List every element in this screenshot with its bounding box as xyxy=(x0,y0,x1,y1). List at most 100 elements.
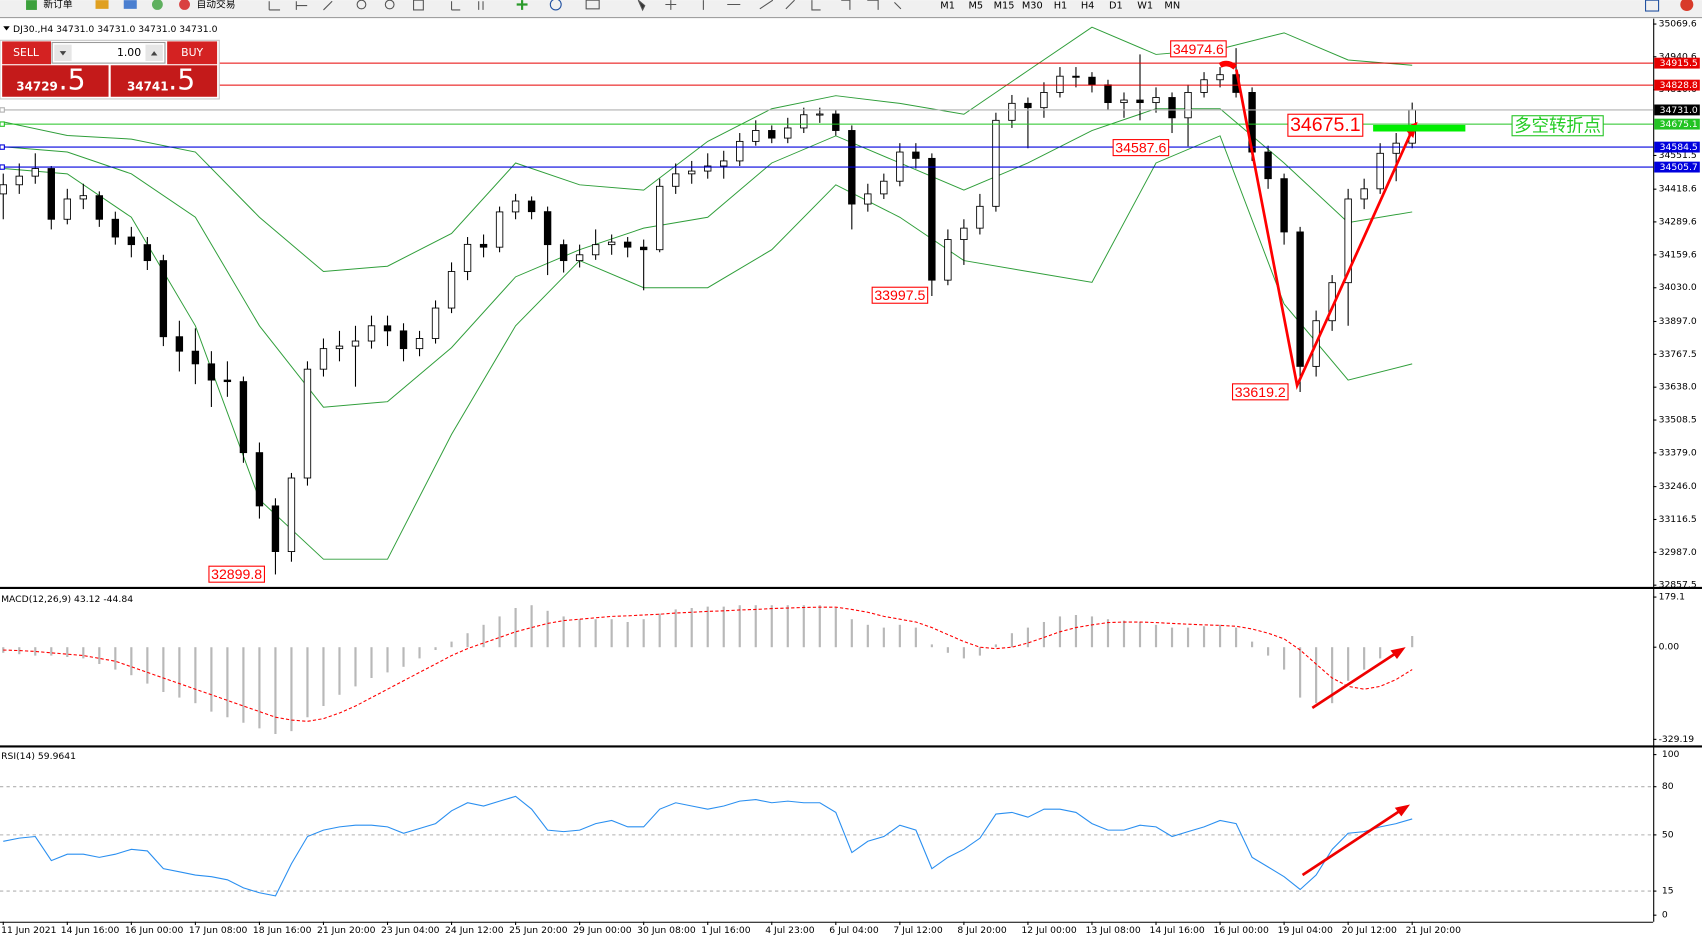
y-tick-label: 33379.0 xyxy=(1659,447,1697,458)
candle-body xyxy=(1392,142,1400,154)
candle-body xyxy=(15,175,23,186)
toolbar-icon[interactable] xyxy=(151,0,163,10)
candle-body xyxy=(159,260,168,338)
candle-body xyxy=(175,336,184,352)
timeframe-button[interactable]: D1 xyxy=(1109,1,1123,12)
candle-body xyxy=(1040,92,1048,109)
candle-body xyxy=(335,345,344,350)
candle-body xyxy=(31,168,39,177)
y-tick-label: 33638.0 xyxy=(1659,382,1697,393)
candle-body xyxy=(1168,97,1176,119)
candle-body xyxy=(1056,75,1064,93)
toolbar-icon[interactable] xyxy=(123,0,137,9)
sell-label[interactable]: SELL xyxy=(13,46,39,59)
bid-price[interactable]: 34729 xyxy=(16,80,58,94)
candle-body xyxy=(1104,84,1112,104)
annotation-box xyxy=(1170,40,1227,58)
price-tag xyxy=(1654,57,1700,69)
price-tag xyxy=(1654,141,1700,153)
y-tick-label: 50 xyxy=(1662,829,1674,840)
tool-icon[interactable] xyxy=(451,1,461,11)
ask-price-pips[interactable]: .5 xyxy=(168,64,195,97)
price-tag-label: 34731.0 xyxy=(1660,105,1698,116)
macd-arrow-head xyxy=(1390,647,1406,660)
timeframe-button[interactable]: M15 xyxy=(994,1,1015,12)
bid-box[interactable] xyxy=(2,65,109,97)
tool-icon[interactable] xyxy=(323,0,333,11)
template-icon[interactable] xyxy=(585,0,600,10)
buy-label[interactable]: BUY xyxy=(181,46,203,59)
cursor-icon[interactable] xyxy=(637,0,646,12)
price-tag-label: 34828.8 xyxy=(1660,80,1698,91)
search-icon[interactable] xyxy=(1645,0,1660,12)
candle-body xyxy=(399,330,408,350)
drawing-tools[interactable] xyxy=(785,0,902,11)
y-tick-label: 35069.6 xyxy=(1659,19,1697,30)
timeframe-button[interactable]: M5 xyxy=(969,1,984,12)
timeframe-button[interactable]: H4 xyxy=(1081,1,1095,12)
bollinger-lower xyxy=(3,135,1413,560)
annotation-box xyxy=(1231,383,1289,401)
bollinger-middle xyxy=(3,108,1413,408)
y-tick-label: 34289.6 xyxy=(1659,216,1697,227)
candle-body xyxy=(591,244,600,256)
ask-box[interactable] xyxy=(110,65,218,97)
candle-body xyxy=(1088,76,1096,86)
x-tick-label: 20 Jul 12:00 xyxy=(1342,925,1397,936)
candle-body xyxy=(1184,92,1192,119)
timeframe-button[interactable]: H1 xyxy=(1054,1,1068,12)
annotation: 多空转折点 xyxy=(1514,116,1601,136)
auto-trade-icon[interactable] xyxy=(179,0,190,10)
bid-price-pips[interactable]: .5 xyxy=(59,64,86,97)
ask-price[interactable]: 34741 xyxy=(127,80,169,94)
plot-layer: 35069.634940.634810.634551.534418.634289… xyxy=(0,19,1700,936)
timeframe-button[interactable]: M1 xyxy=(940,1,955,12)
tool-icon[interactable] xyxy=(478,1,484,10)
candle-body xyxy=(239,381,248,454)
price-level-handle xyxy=(0,164,5,170)
candle-body xyxy=(143,244,152,262)
annotation: 33619.2 xyxy=(1235,384,1286,400)
candle-body xyxy=(639,246,648,251)
lots-input[interactable] xyxy=(51,41,166,64)
x-tick-label: 11 Jun 2021 xyxy=(1,925,57,936)
candle-body xyxy=(832,113,840,131)
crosshair-icon[interactable] xyxy=(665,0,677,10)
price-tag-label: 34505.7 xyxy=(1660,162,1698,173)
x-tick-label: 14 Jul 16:00 xyxy=(1150,925,1205,936)
zoom-in-icon[interactable] xyxy=(356,0,367,10)
alert-icon[interactable] xyxy=(1680,0,1694,12)
add-indicator-icon[interactable] xyxy=(516,0,528,10)
y-tick-label: 34030.0 xyxy=(1659,282,1697,293)
zoom-out-icon[interactable] xyxy=(384,0,395,10)
toolbar-icon[interactable] xyxy=(95,0,109,9)
price-level-handle xyxy=(0,121,5,127)
lots-up-arrow xyxy=(150,51,158,56)
y-tick-label: 34940.6 xyxy=(1659,51,1697,62)
price-tag-label: 34584.5 xyxy=(1660,142,1698,153)
timeframe-button[interactable]: M30 xyxy=(1022,1,1043,12)
x-tick-label: 23 Jun 04:00 xyxy=(381,925,440,936)
timeframe-button[interactable]: W1 xyxy=(1137,1,1153,12)
timeframe-button[interactable]: MN xyxy=(1164,1,1180,12)
line-tools[interactable] xyxy=(702,0,774,10)
candle-body xyxy=(912,151,920,159)
y-tick-label: 32987.0 xyxy=(1659,547,1697,558)
new-order-button[interactable]: 新订单 xyxy=(43,0,72,11)
y-tick-label: 15 xyxy=(1662,886,1674,897)
y-tick-label: 33246.0 xyxy=(1659,481,1697,492)
tool-icon[interactable] xyxy=(295,1,308,10)
candle-body xyxy=(816,113,824,116)
candle-body xyxy=(127,236,136,246)
period-icon[interactable] xyxy=(549,0,562,11)
sell-button[interactable] xyxy=(2,41,52,65)
x-tick-label: 12 Jul 00:00 xyxy=(1021,925,1076,936)
y-tick-label: 32857.5 xyxy=(1659,580,1697,591)
new-order-icon[interactable] xyxy=(26,0,37,10)
lots-value[interactable]: 1.00 xyxy=(117,46,141,59)
candle-body xyxy=(1120,99,1128,104)
tool-icon[interactable] xyxy=(268,1,281,11)
buy-button[interactable] xyxy=(167,41,218,65)
tool-icon[interactable] xyxy=(413,0,424,11)
auto-trade-button[interactable]: 自动交易 xyxy=(196,0,235,11)
